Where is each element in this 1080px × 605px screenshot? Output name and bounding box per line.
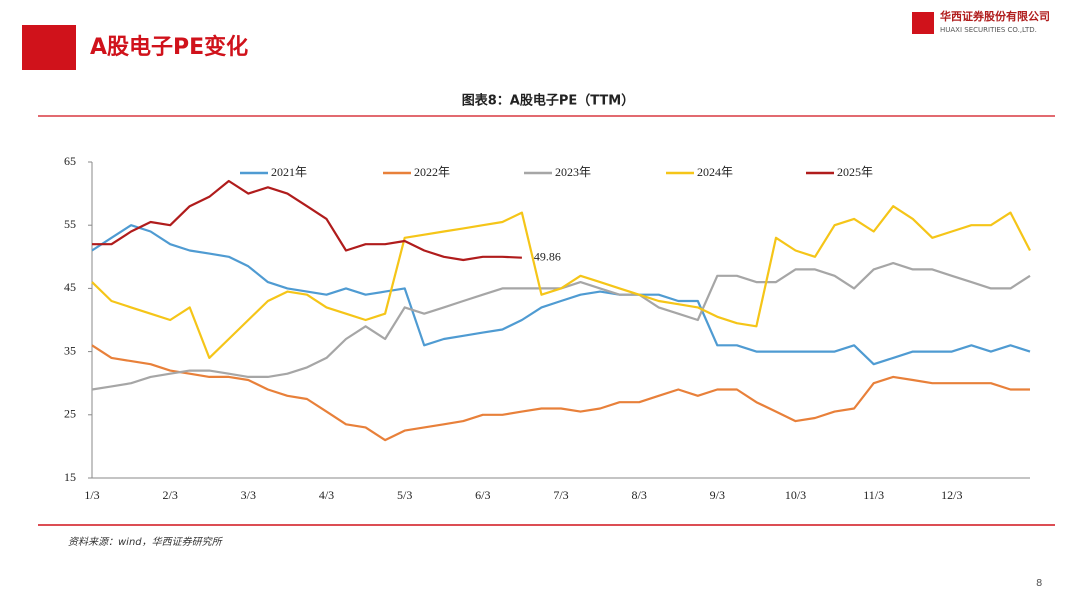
y-tick-label: 15 [64,470,76,484]
x-tick-label: 9/3 [710,488,725,502]
logo [912,12,934,34]
series-line [91,224,1031,366]
x-tick-label: 8/3 [631,488,646,502]
x-tick-label: 6/3 [475,488,490,502]
x-tick-label: 10/3 [785,488,806,502]
series-line [91,205,1031,359]
header-block [22,25,76,70]
slide-title: A股电子PE变化 [90,34,248,60]
series-line [92,179,522,262]
x-tick-label: 7/3 [553,488,568,502]
legend-label: 2021年 [271,165,307,179]
source: 资料来源：wind，华西证券研究所 [68,536,224,548]
series-line [91,262,1031,391]
x-tick-label: 1/3 [84,488,99,502]
legend-label: 2022年 [414,165,450,179]
y-tick-label: 45 [64,280,76,294]
legend-label: 2023年 [555,165,591,179]
legend-label: 2024年 [697,165,733,179]
series-line [91,344,1030,442]
company: 华西证券股份有限公司 [940,9,1050,23]
value-label: 49.86 [534,249,561,263]
x-tick-label: 3/3 [241,488,256,502]
y-tick-label: 65 [64,154,76,168]
legend-label: 2025年 [837,165,873,179]
x-tick-label: 2/3 [162,488,177,502]
x-tick-label: 5/3 [397,488,412,502]
page-number: 8 [1036,578,1042,589]
x-tick-label: 4/3 [319,488,334,502]
chart-title: 图表8：A股电子PE（TTM） [462,93,635,109]
x-tick-label: 11/3 [863,488,884,502]
x-tick-label: 12/3 [941,488,962,502]
y-tick-label: 25 [64,407,76,421]
y-tick-label: 35 [64,343,76,357]
company-en: HUAXI SECURITIES CO.,LTD. [940,26,1037,34]
y-tick-label: 55 [64,217,76,231]
